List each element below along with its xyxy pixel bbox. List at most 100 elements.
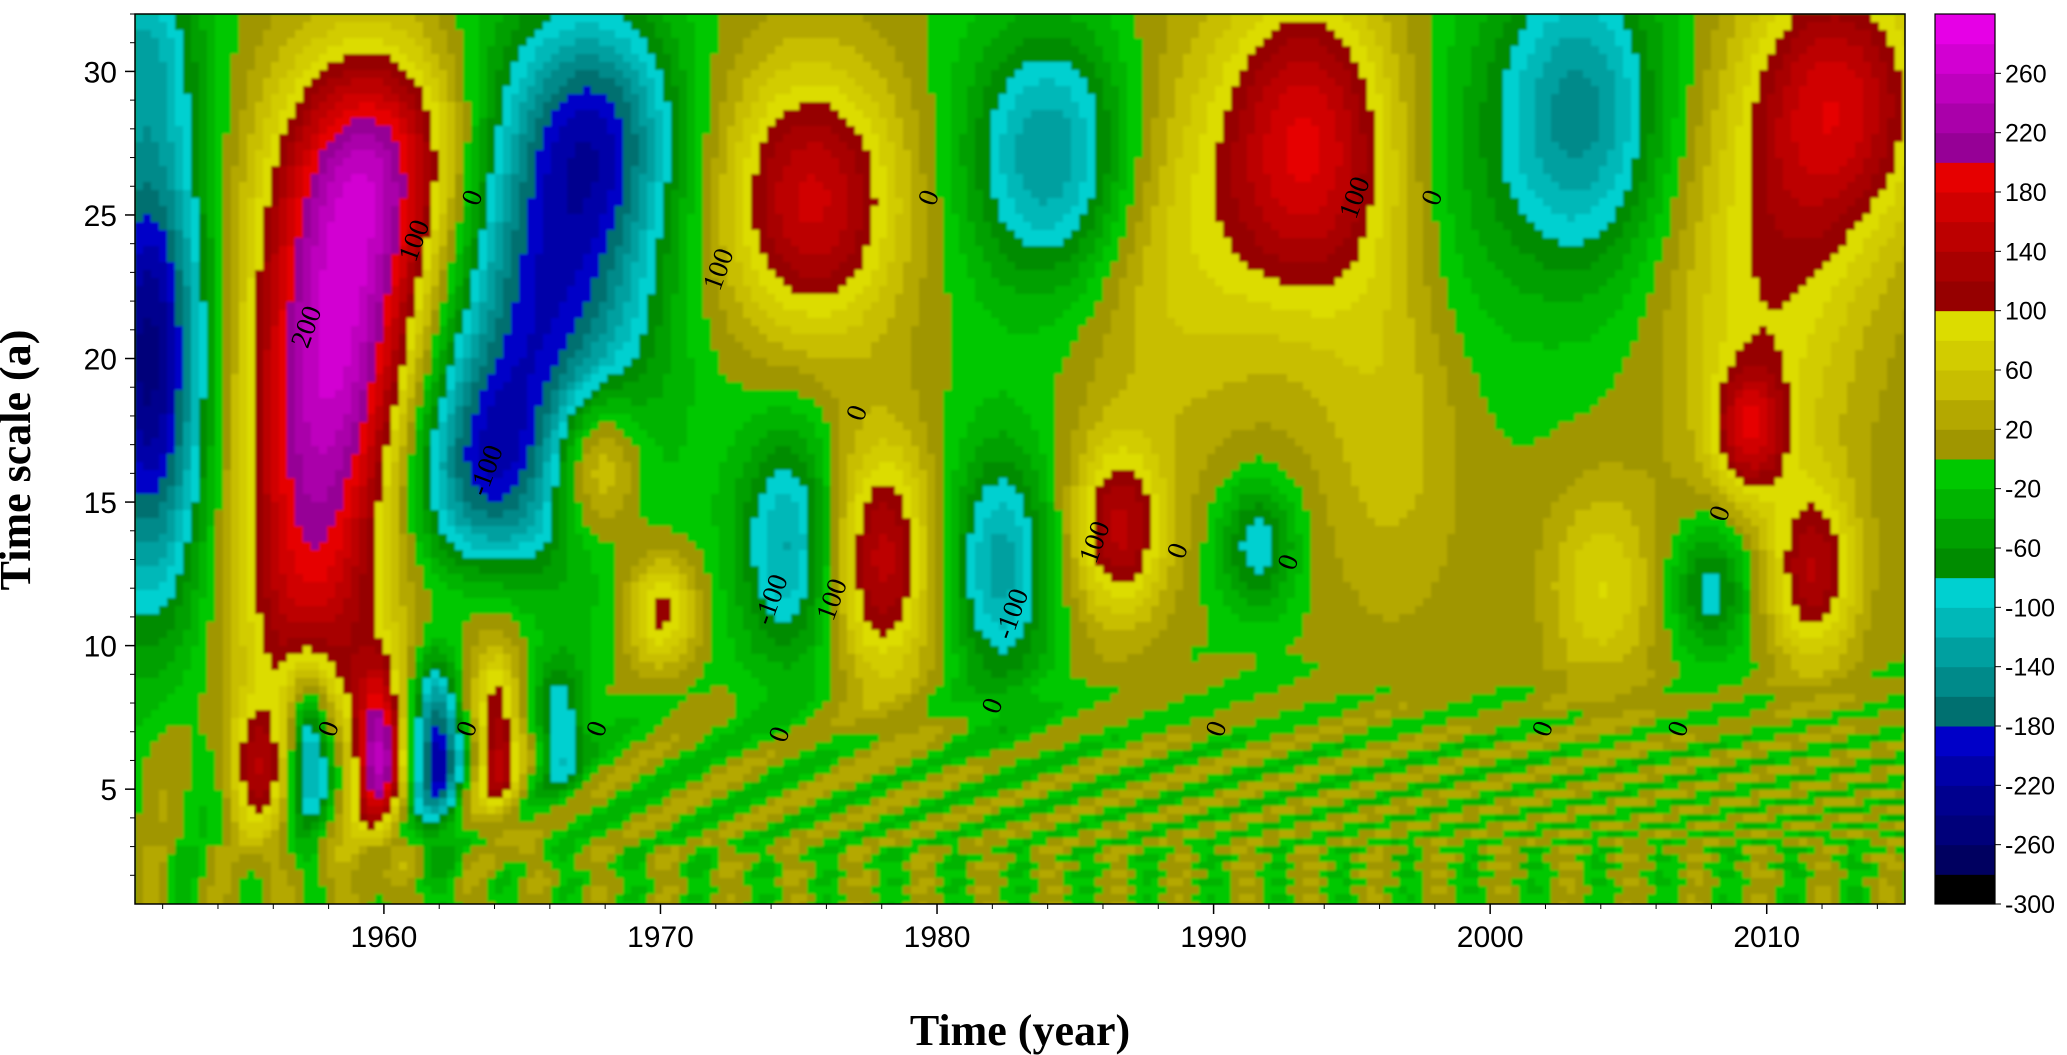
heat-cell bbox=[1247, 78, 1256, 87]
heat-cell bbox=[1111, 14, 1120, 23]
heat-cell bbox=[1559, 46, 1568, 55]
heat-cell bbox=[1703, 150, 1712, 159]
heat-cell bbox=[823, 46, 832, 55]
heat-cell bbox=[1455, 102, 1464, 111]
heat-cell bbox=[1751, 118, 1760, 127]
heat-cell bbox=[999, 182, 1008, 191]
heat-cell bbox=[967, 86, 976, 95]
heat-cell bbox=[1303, 54, 1312, 63]
heat-cell bbox=[1439, 126, 1448, 135]
heat-cell bbox=[807, 62, 816, 71]
heat-cell bbox=[1207, 30, 1216, 39]
heat-cell bbox=[647, 78, 656, 87]
heat-cell bbox=[751, 134, 760, 143]
heat-cell bbox=[735, 166, 744, 175]
heat-cell bbox=[183, 102, 192, 111]
heat-cell bbox=[575, 182, 584, 191]
heat-cell bbox=[1703, 86, 1712, 95]
heat-cell bbox=[1191, 46, 1200, 55]
heat-cell bbox=[823, 38, 832, 47]
heat-cell bbox=[1511, 126, 1520, 135]
heat-cell bbox=[319, 102, 328, 111]
heat-cell bbox=[1319, 110, 1328, 119]
heat-cell bbox=[183, 38, 192, 47]
heat-cell bbox=[359, 110, 368, 119]
heat-cell bbox=[1799, 126, 1808, 135]
heat-cell bbox=[775, 158, 784, 167]
heat-cell bbox=[1615, 70, 1624, 79]
heat-cell bbox=[1199, 86, 1208, 95]
heat-cell bbox=[607, 174, 616, 183]
heat-cell bbox=[1231, 182, 1240, 191]
heat-cell bbox=[831, 166, 840, 175]
heat-cell bbox=[1855, 182, 1864, 191]
heat-cell bbox=[695, 14, 704, 23]
heat-cell bbox=[495, 78, 504, 87]
heat-cell bbox=[1255, 166, 1264, 175]
heat-cell bbox=[1399, 30, 1408, 39]
heat-cell bbox=[575, 14, 584, 23]
heat-cell bbox=[1327, 142, 1336, 151]
heat-cell bbox=[975, 166, 984, 175]
heat-cell bbox=[1231, 22, 1240, 31]
heat-cell bbox=[999, 158, 1008, 167]
heat-cell bbox=[719, 102, 728, 111]
heat-cell bbox=[831, 78, 840, 87]
heat-cell bbox=[1687, 46, 1696, 55]
heat-cell bbox=[1839, 38, 1848, 47]
heat-cell bbox=[1383, 30, 1392, 39]
heat-cell bbox=[727, 70, 736, 79]
heat-cell bbox=[855, 150, 864, 159]
heat-cell bbox=[239, 30, 248, 39]
heat-cell bbox=[1839, 118, 1848, 127]
heat-cell bbox=[1071, 102, 1080, 111]
heat-cell bbox=[295, 30, 304, 39]
heat-cell bbox=[471, 134, 480, 143]
heat-cell bbox=[959, 70, 968, 79]
heat-cell bbox=[831, 118, 840, 127]
heat-cell bbox=[1199, 46, 1208, 55]
heat-cell bbox=[1823, 54, 1832, 63]
heat-cell bbox=[1615, 142, 1624, 151]
heat-cell bbox=[527, 22, 536, 31]
heat-cell bbox=[1703, 70, 1712, 79]
heat-cell bbox=[783, 190, 792, 199]
heat-cell bbox=[727, 14, 736, 23]
heat-cell bbox=[263, 78, 272, 87]
heat-cell bbox=[583, 22, 592, 31]
heat-cell bbox=[375, 134, 384, 143]
heat-cell bbox=[399, 118, 408, 127]
heat-cell bbox=[255, 94, 264, 103]
heat-cell bbox=[1239, 70, 1248, 79]
heat-cell bbox=[1159, 38, 1168, 47]
heat-cell bbox=[887, 150, 896, 159]
heat-cell bbox=[839, 22, 848, 31]
heat-cell bbox=[1407, 126, 1416, 135]
heat-cell bbox=[879, 190, 888, 199]
heat-cell bbox=[1007, 142, 1016, 151]
heat-cell bbox=[1687, 78, 1696, 87]
heat-cell bbox=[1719, 118, 1728, 127]
heat-cell bbox=[1895, 126, 1904, 135]
heat-cell bbox=[343, 14, 352, 23]
heat-cell bbox=[551, 150, 560, 159]
heat-cell bbox=[271, 70, 280, 79]
heat-cell bbox=[791, 54, 800, 63]
heat-cell bbox=[1519, 174, 1528, 183]
heat-cell bbox=[423, 70, 432, 79]
heat-cell bbox=[175, 134, 184, 143]
heat-cell bbox=[727, 190, 736, 199]
heat-cell bbox=[527, 86, 536, 95]
heat-cell bbox=[1119, 142, 1128, 151]
heat-cell bbox=[591, 30, 600, 39]
heat-cell bbox=[375, 38, 384, 47]
heat-cell bbox=[1335, 110, 1344, 119]
heat-cell bbox=[1495, 182, 1504, 191]
heat-cell bbox=[879, 150, 888, 159]
heat-cell bbox=[1415, 86, 1424, 95]
heat-cell bbox=[543, 158, 552, 167]
heat-cell bbox=[1167, 158, 1176, 167]
heat-cell bbox=[655, 38, 664, 47]
heat-cell bbox=[799, 22, 808, 31]
heat-cell bbox=[471, 166, 480, 175]
